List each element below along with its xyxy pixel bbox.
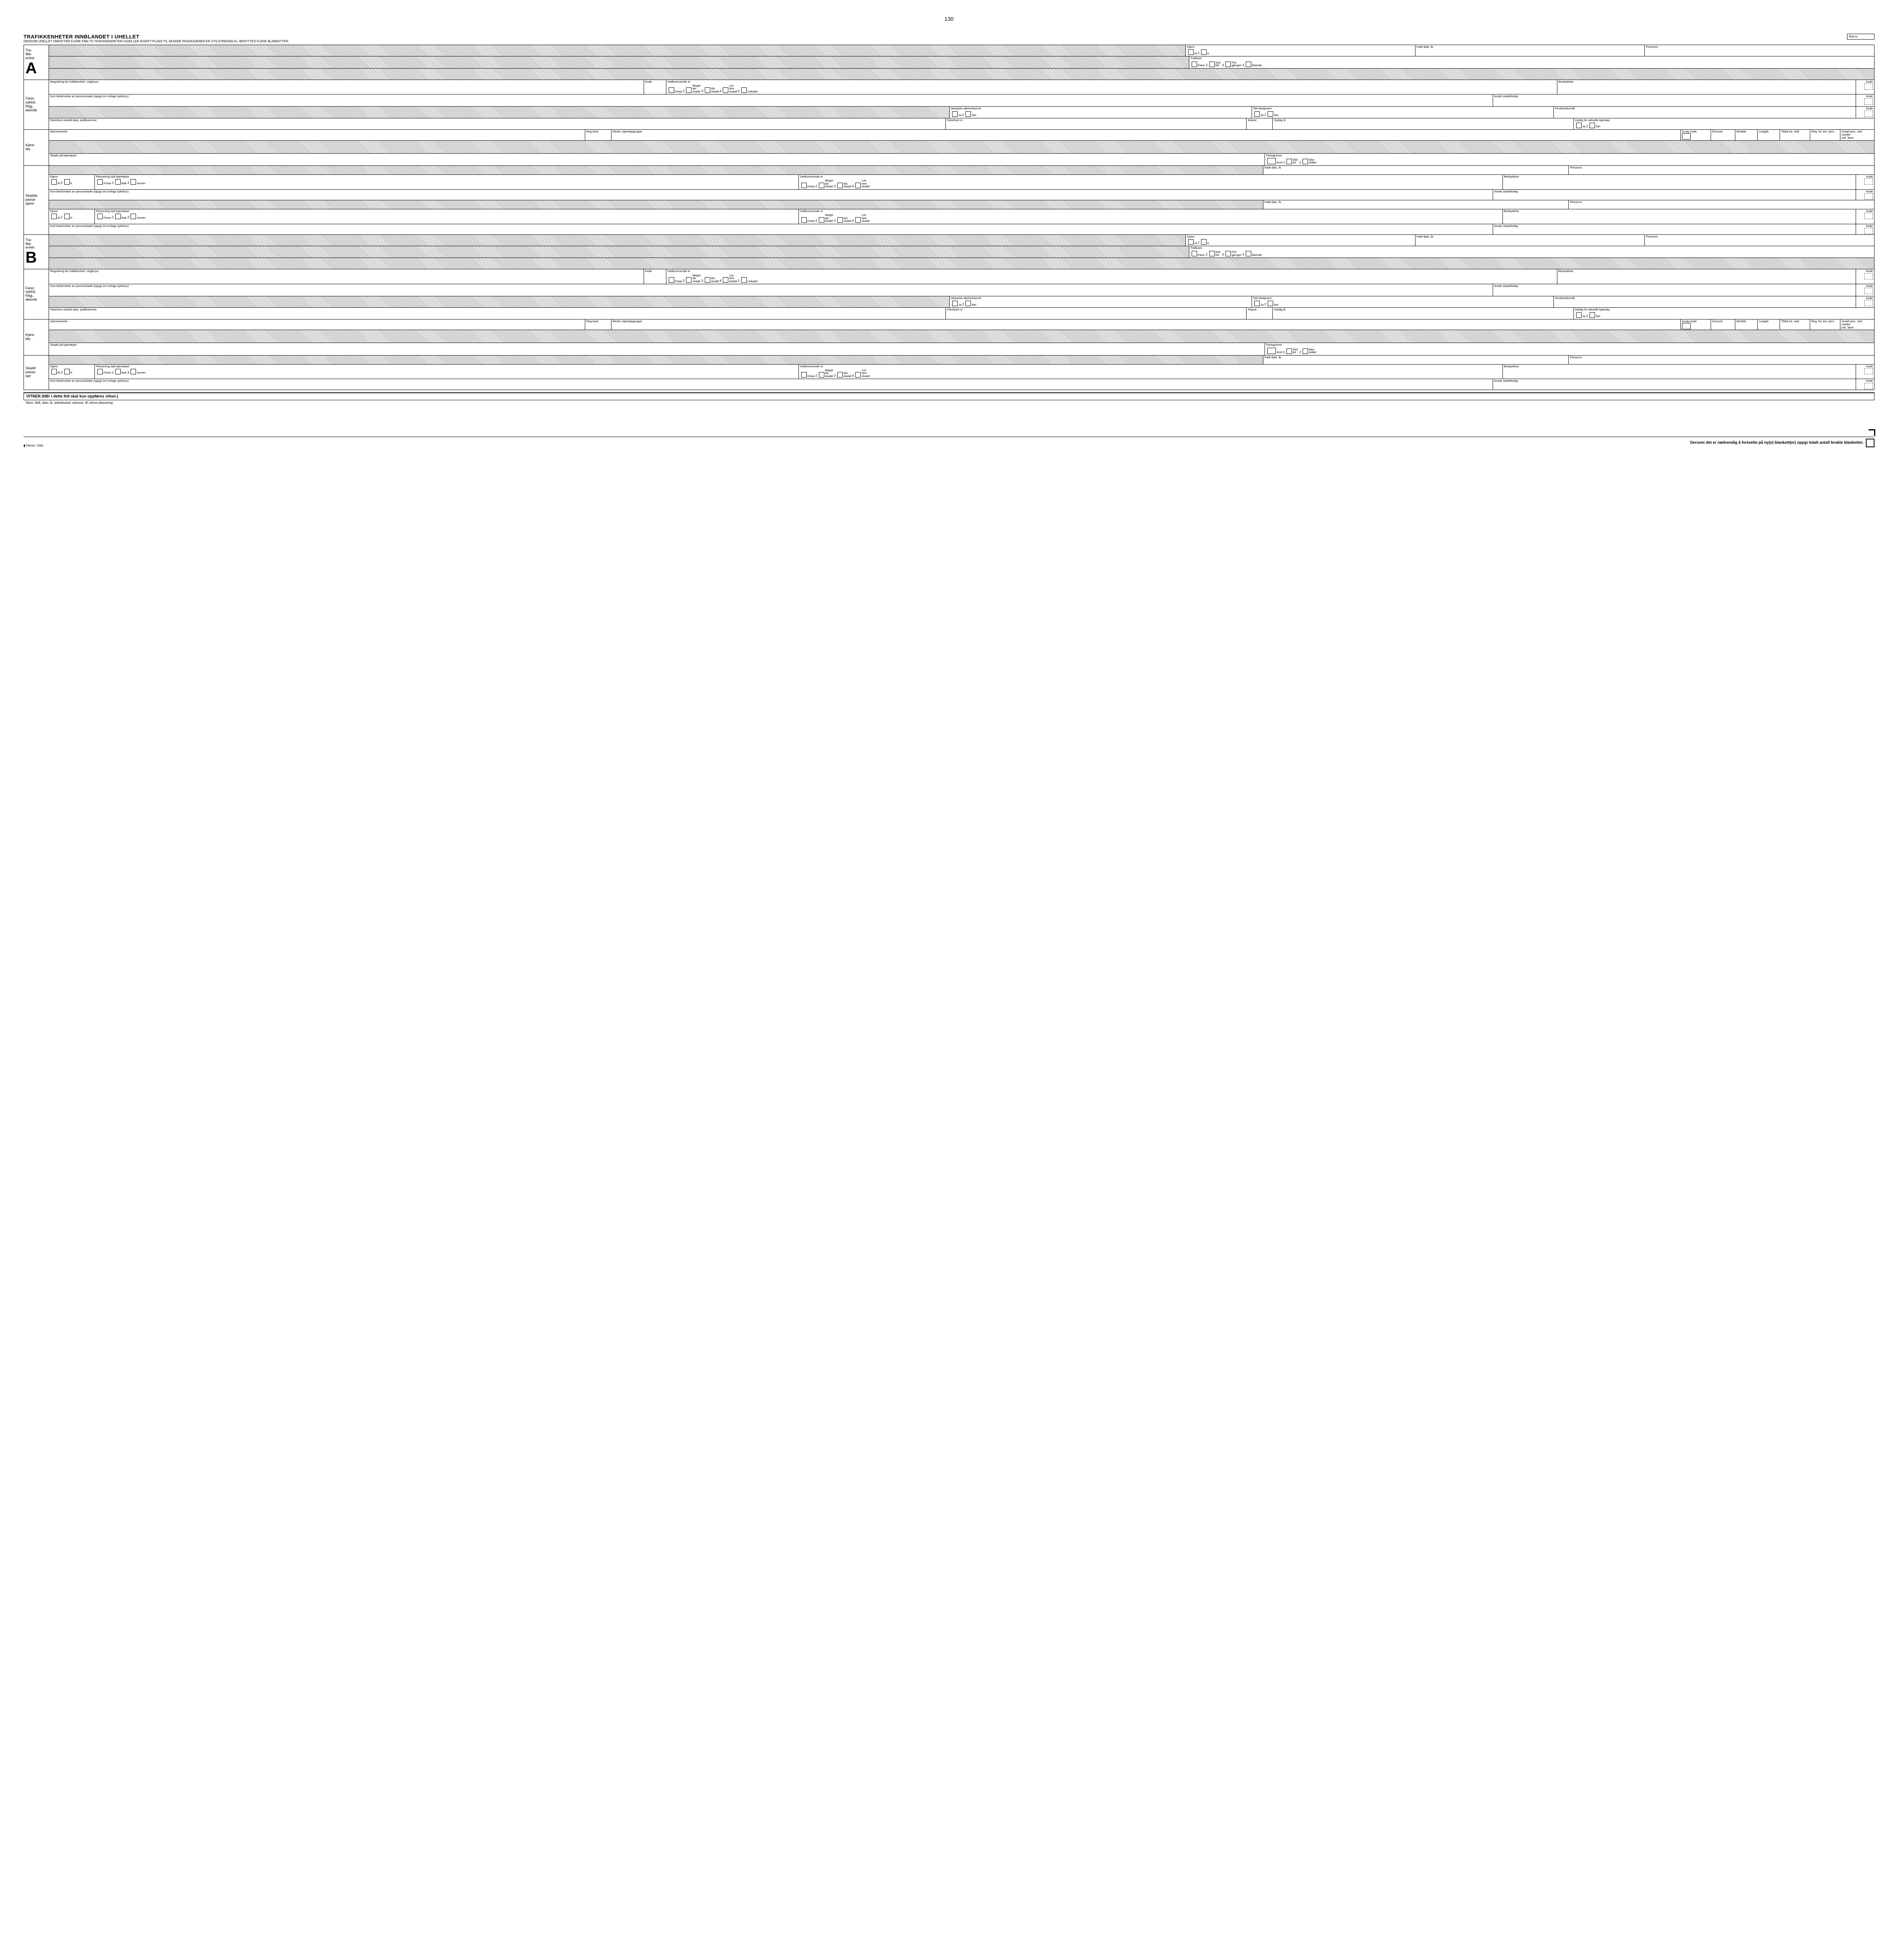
ck-a-p1-alv[interactable] (837, 183, 843, 188)
section-kjoretoy-b: Kjøre- tøy Kjennemerke Reg.land Merke, k… (24, 319, 1874, 356)
ck-b-p1-alv[interactable] (837, 372, 843, 377)
ck-b-p1-annen[interactable] (131, 369, 136, 374)
ck-a-drept[interactable] (669, 87, 674, 93)
ck-a-mist-ja[interactable] (952, 111, 958, 117)
side-label-kjoretoy-b: Kjøre- tøy (24, 319, 49, 355)
side-label-forer-b: Fører, syklist, fotgj., akende (24, 269, 49, 319)
ref-nr-box[interactable]: Ref.nr. (1847, 34, 1874, 40)
ck-a-p2-k[interactable] (64, 214, 70, 219)
ck-a-p2-drept[interactable] (801, 217, 807, 223)
input-b-kmt[interactable] (1267, 348, 1276, 354)
ck-a-p2-foran[interactable] (97, 214, 103, 219)
ck-b-p1-k[interactable] (64, 369, 70, 374)
ck-a-p2-annen[interactable] (131, 214, 136, 219)
ck-a-p1-megetalv[interactable] (819, 183, 824, 188)
form-title: TRAFIKKENHETER INNBLANDET I UHELLET (24, 34, 289, 40)
ck-a-p1-bak[interactable] (115, 179, 121, 185)
form-body: Tra- fikk- enhet A Kjønn M2 K Født dato,… (24, 45, 1874, 390)
ck-b-kjonn-m[interactable] (1188, 239, 1194, 245)
ck-a-ikkeskiltet[interactable] (1303, 159, 1308, 164)
ck-b-mist-nei[interactable] (965, 301, 971, 306)
ck-b-blod-ja[interactable] (1254, 301, 1260, 306)
ck-b-drept[interactable] (669, 277, 674, 283)
section-passasjer-b: Skadd passa- sjer Født dato, år Personnr… (24, 356, 1874, 390)
ck-a-p1-m[interactable] (51, 179, 57, 185)
ck-a-p2-megetalv[interactable] (819, 217, 824, 223)
section-trafikkenhet-b: Tra- fikk- enhet B Kjønn M2 K Født dato,… (24, 235, 1874, 270)
input-a-kmt[interactable] (1267, 158, 1276, 164)
side-label-trafikkenhet-a: Tra- fikk- enhet A (24, 45, 49, 80)
ck-a-mist-nei[interactable] (965, 111, 971, 117)
ck-a-p2-alv[interactable] (837, 217, 843, 223)
ck-a-kjonn-m[interactable] (1188, 49, 1194, 55)
ck-b-p1-lett[interactable] (855, 372, 861, 377)
section-kjoretoy-a: Kjøre- tøy Kjennemerke Reg.land Merke, k… (24, 130, 1874, 166)
page-footer: ▮ Hecos, Oslo Dersom det er nødvendig å … (24, 437, 1874, 447)
side-label-kjoretoy-a: Kjøre- tøy (24, 130, 49, 165)
row-a-name: Kjønn M2 K Født dato, år Personnr. (49, 45, 1874, 56)
ck-a-blod-nei[interactable] (1268, 111, 1273, 117)
page-number: 130 (24, 16, 1874, 22)
ck-b-alv[interactable] (705, 277, 710, 283)
ck-b-p1-megetalv[interactable] (819, 372, 824, 377)
ck-a-blod-ja[interactable] (1254, 111, 1260, 117)
ck-a-p2-bak[interactable] (115, 214, 121, 219)
footer-left: ▮ Hecos, Oslo (24, 444, 43, 447)
ck-b-kjonn-k[interactable] (1201, 239, 1207, 245)
section-forer-b: Fører, syklist, fotgj., akende Regulerin… (24, 269, 1874, 319)
section-forer-a: Fører, syklist, fotgj., akende Regulerin… (24, 80, 1874, 130)
form-subtitle: DERSOM UHELLET OMFATTER FLERE ENN TO TRA… (24, 40, 289, 43)
side-label-forer-a: Fører, syklist, fotgj., akende (24, 80, 49, 129)
ck-a-p1-drept[interactable] (801, 183, 807, 188)
ck-b-skiltet[interactable] (1287, 348, 1292, 354)
ck-a-gyldig-ja[interactable] (1576, 123, 1582, 128)
ck-b-traf-fot[interactable] (1225, 251, 1231, 256)
ck-a-p1-lett[interactable] (855, 183, 861, 188)
row-a-address: Trafikant Fører2 Syk- list3 Fot- gjenger… (49, 56, 1874, 68)
vitner-sub: Navn, født, dato, år, arbeidssted, adres… (24, 400, 1874, 405)
ck-b-p1-bak[interactable] (115, 369, 121, 374)
section-passasjerer-a: Skadde passa- sjerer Født dato, år Perso… (24, 166, 1874, 235)
ck-b-mist-ja[interactable] (952, 301, 958, 306)
ck-a-lett[interactable] (723, 87, 728, 93)
ck-a-traf-ake[interactable] (1246, 62, 1251, 67)
ck-b-p1-m[interactable] (51, 369, 57, 374)
ck-b-ikkeskiltet[interactable] (1303, 348, 1308, 354)
ck-a-p1-foran[interactable] (97, 179, 103, 185)
ck-b-gyldig-nei[interactable] (1590, 312, 1595, 318)
ck-a-traf-syk[interactable] (1209, 62, 1215, 67)
ck-b-p1-drept[interactable] (801, 372, 807, 377)
side-label-passasjer-b: Skadd passa- sjer (24, 356, 49, 390)
ck-b-megetalv[interactable] (686, 277, 691, 283)
ck-a-p2-lett[interactable] (855, 217, 861, 223)
ck-a-uskadd[interactable] (741, 87, 747, 93)
ck-b-traf-syk[interactable] (1209, 251, 1215, 256)
ck-a-p1-k[interactable] (64, 179, 70, 185)
ck-b-blod-nei[interactable] (1268, 301, 1273, 306)
input-b-kjtoykode[interactable] (1682, 323, 1691, 329)
ck-a-gyldig-nei[interactable] (1590, 123, 1595, 128)
ck-a-p2-m[interactable] (51, 214, 57, 219)
ck-b-uskadd[interactable] (741, 277, 747, 283)
side-label-trafikkenhet-b: Tra- fikk- enhet B (24, 235, 49, 269)
vitner-title: VITNER (NB! I dette felt skal kun oppfør… (24, 392, 1874, 400)
ck-b-p1-foran[interactable] (97, 369, 103, 374)
ck-a-kjonn-k[interactable] (1201, 49, 1207, 55)
ck-a-traf-forer[interactable] (1192, 62, 1197, 67)
footer-count-box[interactable] (1866, 439, 1874, 447)
ck-a-skiltet[interactable] (1287, 159, 1292, 164)
ck-b-gyldig-ja[interactable] (1576, 312, 1582, 318)
ck-a-traf-fot[interactable] (1225, 62, 1231, 67)
form-header: TRAFIKKENHETER INNBLANDET I UHELLET DERS… (24, 34, 1874, 43)
ck-b-traf-forer[interactable] (1192, 251, 1197, 256)
ck-a-megetalv[interactable] (686, 87, 691, 93)
ck-a-p1-annen[interactable] (131, 179, 136, 185)
ck-b-traf-ake[interactable] (1246, 251, 1251, 256)
section-trafikkenhet-a: Tra- fikk- enhet A Kjønn M2 K Født dato,… (24, 45, 1874, 80)
ck-b-lett[interactable] (723, 277, 728, 283)
side-label-passasjerer-a: Skadde passa- sjerer (24, 166, 49, 234)
input-a-kjtoykode[interactable] (1682, 133, 1691, 140)
footer-right: Dersom det er nødvendig å fortsette på n… (1690, 439, 1874, 447)
ck-a-alv[interactable] (705, 87, 710, 93)
